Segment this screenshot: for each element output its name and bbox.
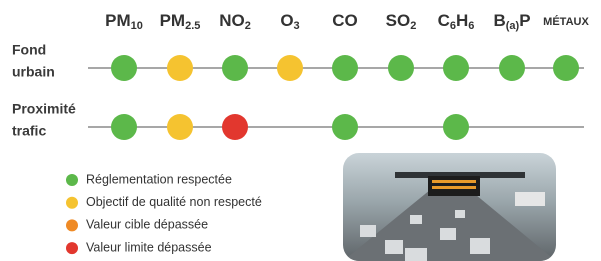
- formula: PM: [160, 11, 186, 30]
- formula: MÉTAUX: [543, 15, 589, 28]
- row-label: Fond: [12, 42, 46, 58]
- traffic-photo: [343, 153, 556, 261]
- formula: C: [438, 11, 450, 30]
- subscript: 2: [410, 20, 416, 32]
- subscript: 2.5: [185, 20, 200, 32]
- subscript: 10: [131, 20, 143, 32]
- legend-dot: [66, 174, 78, 186]
- subscript: 3: [294, 20, 300, 32]
- status-dot: [553, 55, 579, 81]
- status-dot: [443, 55, 469, 81]
- legend-label: Réglementation respectée: [86, 172, 232, 186]
- pollutant-header: C6H6: [438, 11, 475, 31]
- infographic: PM10PM2.5NO2O3COSO2C6H6B(a)PMÉTAUXFondur…: [0, 0, 601, 261]
- status-dot: [388, 55, 414, 81]
- formula: P: [519, 11, 530, 30]
- row-label: trafic: [12, 123, 46, 139]
- status-dot: [167, 114, 193, 140]
- subscript: (a): [506, 20, 520, 32]
- row-label: urbain: [12, 64, 55, 80]
- subscript: 2: [245, 20, 251, 32]
- pollutant-header: PM10: [105, 11, 143, 31]
- status-dot: [443, 114, 469, 140]
- formula: B: [493, 11, 505, 30]
- status-dot: [167, 55, 193, 81]
- status-dot: [499, 55, 525, 81]
- status-dot: [111, 114, 137, 140]
- pollutant-header: B(a)P: [493, 11, 530, 31]
- pollutant-header: CO: [332, 11, 358, 30]
- status-dot: [111, 55, 137, 81]
- legend-label: Valeur limite dépassée: [86, 240, 212, 254]
- formula: CO: [332, 11, 358, 30]
- formula: PM: [105, 11, 131, 30]
- pollutant-header: MÉTAUX: [543, 15, 589, 28]
- status-dot: [222, 114, 248, 140]
- legend-dot: [66, 197, 78, 209]
- legend-dot: [66, 242, 78, 254]
- legend-label: Valeur cible dépassée: [86, 218, 208, 232]
- pollutant-header: PM2.5: [160, 11, 201, 31]
- legend-dot: [66, 219, 78, 231]
- status-dot: [222, 55, 248, 81]
- formula: NO: [219, 11, 245, 30]
- legend-label: Objectif de qualité non respecté: [86, 195, 262, 209]
- pollutant-header: NO2: [219, 11, 251, 31]
- status-dot: [332, 55, 358, 81]
- formula: H: [456, 11, 468, 30]
- row-label: Proximité: [12, 101, 76, 117]
- status-dot: [277, 55, 303, 81]
- formula: SO: [386, 11, 411, 30]
- status-dot: [332, 114, 358, 140]
- pollutant-header: O3: [280, 11, 299, 31]
- subscript: 6: [468, 20, 474, 32]
- formula: O: [280, 11, 293, 30]
- pollutant-header: SO2: [386, 11, 417, 31]
